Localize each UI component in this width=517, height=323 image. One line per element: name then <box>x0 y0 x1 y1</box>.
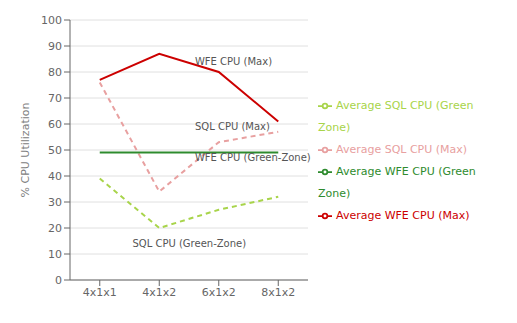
svg-text:20: 20 <box>48 222 62 235</box>
svg-text:100: 100 <box>41 14 62 27</box>
svg-text:60: 60 <box>48 118 62 131</box>
svg-text:90: 90 <box>48 40 62 53</box>
svg-text:80: 80 <box>48 66 62 79</box>
svg-text:30: 30 <box>48 196 62 209</box>
svg-text:8x1x2: 8x1x2 <box>261 286 295 299</box>
html-text:Average SQL CPU (Max): Average SQL CPU (Max) <box>336 142 468 156</box>
html-text:Average WFE CPU (Max): Average WFE CPU (Max) <box>336 208 470 222</box>
svg-text:WFE CPU (Green-Zone): WFE CPU (Green-Zone) <box>195 152 311 163</box>
svg-text:50: 50 <box>48 144 62 157</box>
svg-text:10: 10 <box>48 248 62 261</box>
svg-text:% CPU Utilization: % CPU Utilization <box>19 103 32 198</box>
svg-text:70: 70 <box>48 92 62 105</box>
svg-text:WFE CPU (Max): WFE CPU (Max) <box>195 56 272 67</box>
html-text:Average SQL CPU (Green Zone): Average SQL CPU (Green Zone) <box>318 98 474 134</box>
svg-text:SQL CPU (Green-Zone): SQL CPU (Green-Zone) <box>132 238 246 249</box>
svg-text:SQL CPU (Max): SQL CPU (Max) <box>195 121 270 132</box>
svg-text:0: 0 <box>55 274 62 287</box>
html-text:Average WFE CPU (Green Zone): Average WFE CPU (Green Zone) <box>318 164 476 200</box>
svg-text:4x1x1: 4x1x1 <box>83 286 117 299</box>
svg-text:40: 40 <box>48 170 62 183</box>
svg-text:6x1x2: 6x1x2 <box>202 286 236 299</box>
svg-text:4x1x2: 4x1x2 <box>142 286 176 299</box>
